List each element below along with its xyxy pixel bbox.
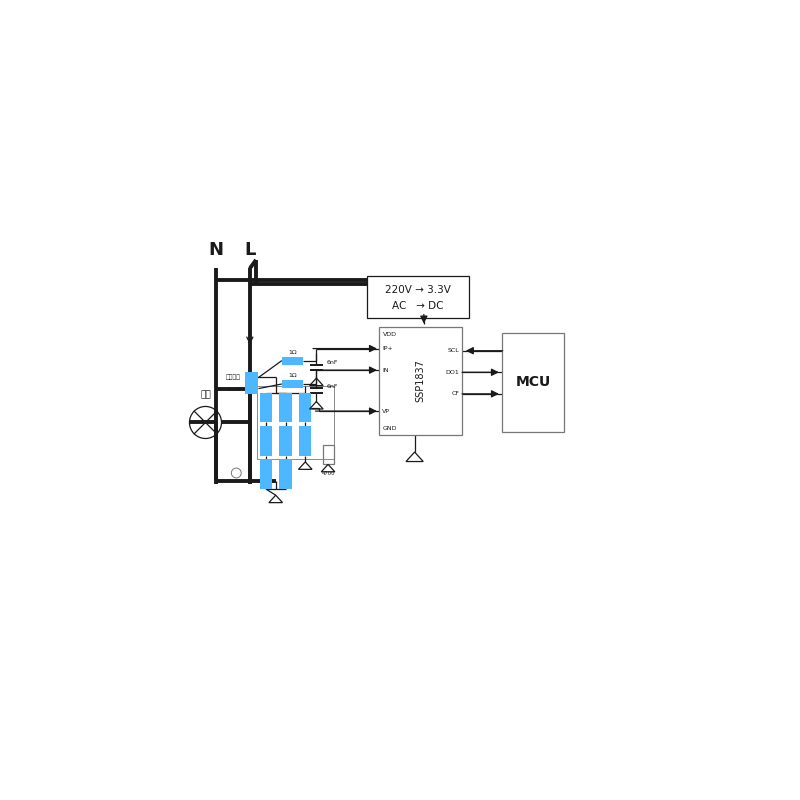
Bar [279,393,292,422]
Text: 1Ω: 1Ω [288,350,297,354]
Bar [322,445,334,464]
Text: VDD: VDD [383,332,397,337]
Text: N: N [209,241,223,258]
Bar [245,372,258,394]
Bar [502,333,564,432]
Bar [260,426,272,456]
Text: 200K: 200K [283,401,288,414]
Text: SCL: SCL [447,348,459,354]
Text: 200K: 200K [263,434,268,448]
Bar [299,426,311,456]
Text: 6nF: 6nF [326,384,338,389]
Text: 合金串联: 合金串联 [226,374,242,380]
Text: L: L [244,241,255,258]
Bar [279,426,292,456]
Text: 5Ω: 5Ω [302,438,308,445]
Text: 5Ω: 5Ω [302,404,308,411]
Bar [279,459,292,489]
Bar [367,276,469,318]
Text: 200K: 200K [263,401,268,414]
Bar [282,357,303,365]
Bar [258,386,334,459]
Bar [260,393,272,422]
Text: CF: CF [451,391,459,396]
Text: MCU: MCU [515,375,551,390]
Text: 1Ω: 1Ω [288,373,297,378]
Bar [282,380,303,388]
Text: 4700: 4700 [322,470,335,475]
Text: 负载: 负载 [200,390,211,399]
Text: 6nF: 6nF [326,360,338,366]
Text: IP+: IP+ [382,346,393,351]
Text: 200K: 200K [283,467,288,481]
Text: VP: VP [382,409,390,414]
Text: IN: IN [382,368,389,373]
Bar [299,393,311,422]
Bar [379,327,462,435]
Text: 220V → 3.3V: 220V → 3.3V [385,285,450,294]
Text: SSP1837: SSP1837 [416,359,426,402]
Bar [260,459,272,489]
Text: GND: GND [383,426,398,431]
Text: AC   → DC: AC → DC [392,301,443,311]
Text: 1mΩ: 1mΩ [226,386,242,392]
Text: 200K: 200K [283,434,288,448]
Text: DO1: DO1 [446,370,459,374]
Text: 200K: 200K [263,467,268,481]
